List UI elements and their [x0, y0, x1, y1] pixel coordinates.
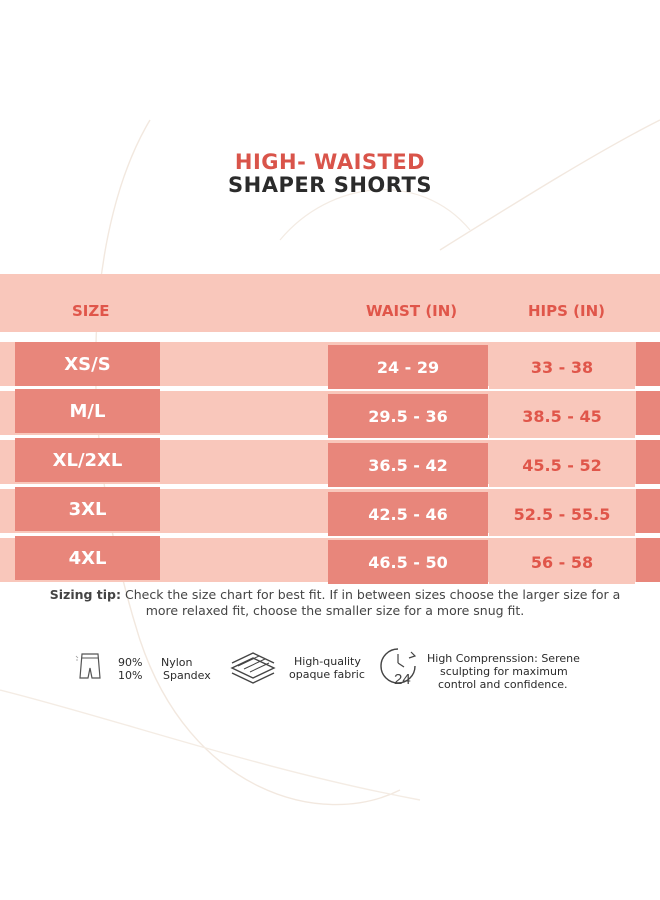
waist-cell: 46.5 - 50: [328, 540, 488, 584]
header-hips: HIPS (IN): [528, 302, 605, 320]
hips-cell: 52.5 - 55.5: [489, 492, 635, 536]
hips-cell: 45.5 - 52: [489, 443, 635, 487]
header-waist: WAIST (IN): [366, 302, 458, 320]
compression-line-3: control and confidence.: [438, 678, 568, 691]
hips-cell: 56 - 58: [489, 540, 635, 584]
clock-24-label: 24: [394, 671, 411, 688]
fabric-layers-icon: [230, 652, 276, 684]
header-size: SIZE: [72, 302, 110, 320]
clock-24-icon: 24: [380, 648, 417, 688]
waist-cell: 29.5 - 36: [328, 394, 488, 438]
hips-cell: 33 - 38: [489, 345, 635, 389]
hips-cell: 38.5 - 45: [489, 394, 635, 438]
row-edge-block: [636, 440, 660, 484]
size-cell: M/L: [15, 389, 160, 433]
compression-line-2: sculpting for maximum: [440, 665, 568, 678]
material-name-2: Spandex: [163, 669, 211, 682]
sizing-tip: Sizing tip: Check the size chart for bes…: [40, 587, 630, 619]
row-edge-block: [636, 489, 660, 533]
title-line-1: HIGH- WAISTED: [234, 150, 426, 174]
waist-cell: 36.5 - 42: [328, 443, 488, 487]
row-edge-block: [636, 391, 660, 435]
waist-cell: 42.5 - 46: [328, 492, 488, 536]
size-cell: XL/2XL: [15, 438, 160, 482]
material-name-1: Nylon: [161, 656, 193, 669]
fabric-line-1: High-quality: [294, 655, 361, 668]
row-edge-block: [636, 538, 660, 582]
size-cell: 4XL: [15, 536, 160, 580]
table-header-band: [0, 274, 660, 332]
shorts-icon: [75, 653, 101, 679]
compression-line-1: High Comprenssion: Serene: [427, 652, 580, 665]
fabric-line-2: opaque fabric: [289, 668, 365, 681]
row-edge-block: [636, 342, 660, 386]
waist-cell: 24 - 29: [328, 345, 488, 389]
material-percent-1: 90%: [118, 656, 143, 669]
title-line-2: SHAPER SHORTS: [228, 173, 432, 197]
size-cell: 3XL: [15, 487, 160, 531]
sizing-tip-text: Check the size chart for best fit. If in…: [125, 587, 621, 618]
material-percent-2: 10%: [118, 669, 143, 682]
sizing-tip-label: Sizing tip:: [49, 587, 122, 602]
size-cell: XS/S: [15, 342, 160, 386]
